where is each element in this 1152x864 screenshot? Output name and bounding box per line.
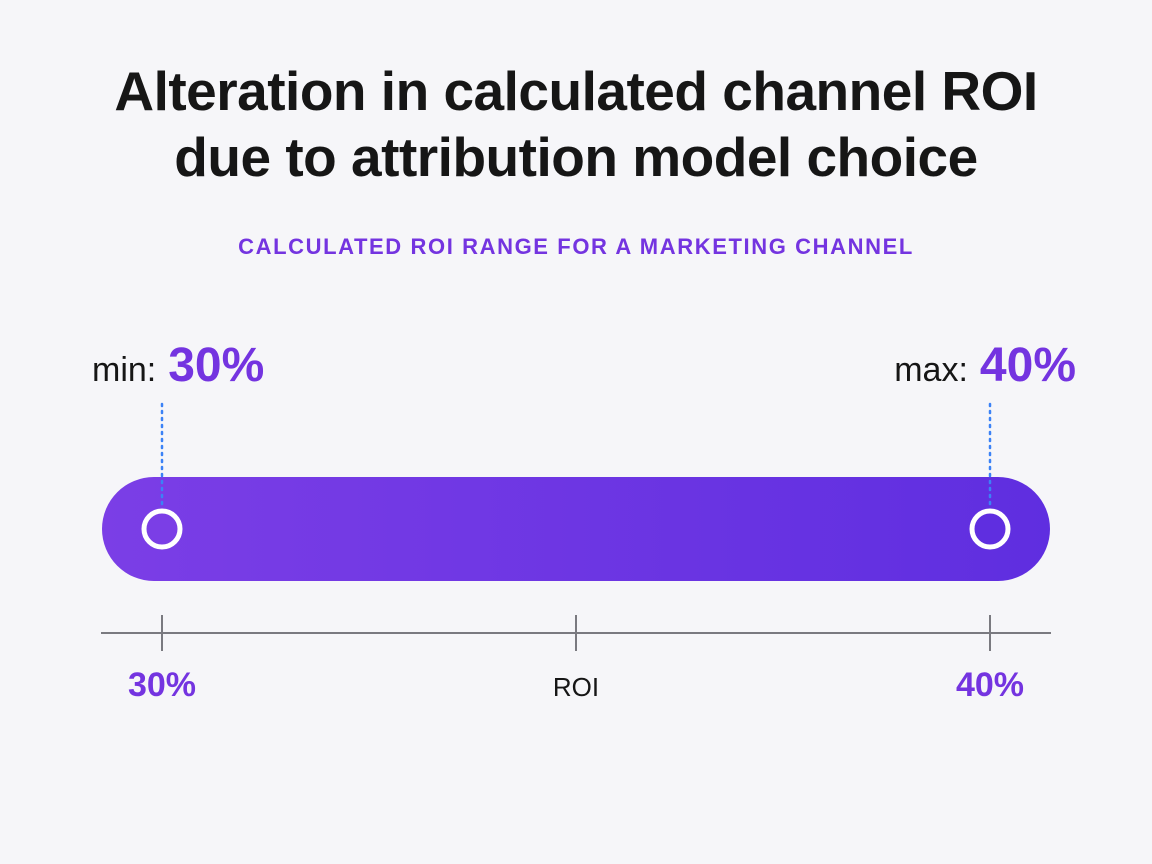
- x-axis-label: ROI: [552, 672, 600, 702]
- max-key: max:: [894, 351, 968, 389]
- x-tick-label-0: 30%: [127, 666, 197, 704]
- chart-subtitle: CALCULATED ROI RANGE FOR A MARKETING CHA…: [238, 234, 914, 259]
- min-point: [141, 508, 183, 550]
- min-key: min:: [92, 351, 157, 389]
- chart-title-line-2: due to attribution model choice: [174, 126, 978, 188]
- min-annotation: min: 30%: [92, 338, 264, 398]
- max-value: 40%: [979, 339, 1076, 392]
- chart-title: Alteration in calculated channel ROI due…: [40, 58, 1112, 190]
- max-point: [969, 508, 1011, 550]
- min-value: 30%: [168, 339, 265, 392]
- chart-title-line-1: Alteration in calculated channel ROI: [114, 60, 1038, 122]
- range-bar: [102, 477, 1050, 581]
- max-annotation: max: 40%: [894, 338, 1076, 398]
- x-tick-label-1: 40%: [955, 666, 1025, 704]
